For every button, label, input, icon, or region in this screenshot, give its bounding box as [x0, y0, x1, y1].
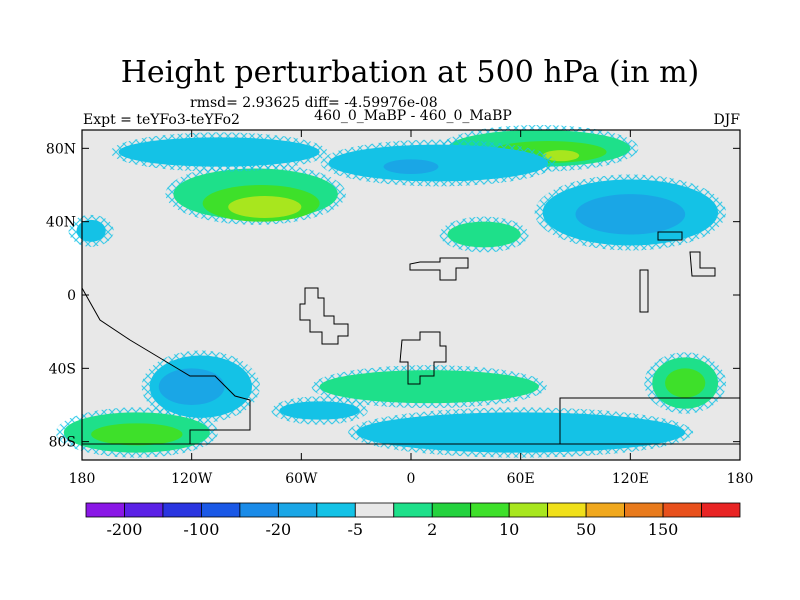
colorbar-box — [239, 502, 279, 518]
colorbar-box — [354, 502, 395, 518]
period-label: 460_0_MaBP - 460_0_MaBP — [314, 108, 512, 124]
y-tick-label: 40N — [46, 215, 76, 231]
stats-line: rmsd= 2.93625 diff= -4.59976e-08 — [190, 95, 438, 111]
contour-region — [91, 423, 183, 446]
colorbar-box — [393, 502, 433, 518]
colorbar-box — [547, 502, 587, 518]
contour-region — [328, 144, 549, 182]
colorbar-box — [585, 502, 625, 518]
chart-title: Height perturbation at 500 hPa (in m) — [121, 55, 699, 90]
x-tick-label: 60E — [507, 471, 535, 487]
y-axis: 80N 40N 0 40S 80S — [46, 141, 740, 451]
colorbar-box — [316, 502, 356, 518]
contour-region — [575, 194, 686, 235]
colorbar-box — [201, 502, 241, 518]
colorbar-label: -100 — [183, 520, 219, 539]
contour-region — [76, 219, 106, 242]
colorbar-box — [508, 502, 549, 518]
colorbar-label: -5 — [347, 520, 363, 539]
experiment-label: Expt = teYFo3-teYFo2 — [83, 112, 240, 128]
colorbar-label: -20 — [265, 520, 291, 539]
contour-region — [228, 196, 302, 218]
x-tick-label: 120W — [171, 471, 213, 487]
y-tick-label: 80N — [46, 141, 76, 157]
colorbar-box — [701, 502, 741, 518]
x-tick-label: 120E — [612, 471, 649, 487]
contour-fills — [55, 124, 727, 458]
colorbar-label: 50 — [576, 520, 596, 539]
season-label: DJF — [713, 112, 740, 128]
colorbar-label: 10 — [499, 520, 519, 539]
coastlines — [81, 231, 740, 445]
contour-region — [665, 368, 706, 398]
x-tick-label: 60W — [285, 471, 318, 487]
y-tick-label: 40S — [49, 361, 76, 377]
y-tick-label: 80S — [49, 435, 76, 451]
contour-region — [279, 401, 360, 420]
colorbar-label: 150 — [648, 520, 679, 539]
x-tick-label: 180 — [727, 471, 754, 487]
contour-region — [356, 412, 686, 453]
x-tick-label: 0 — [407, 471, 416, 487]
colorbar-box — [85, 502, 125, 518]
colorbar-box — [662, 502, 702, 518]
colorbar-box — [124, 502, 164, 518]
contour-region — [158, 368, 225, 405]
y-tick-label: 0 — [67, 288, 76, 304]
colorbar-box — [624, 502, 664, 518]
colorbar-box — [431, 502, 472, 518]
colorbar: -200 -100 -20 -5 2 10 50 150 — [85, 502, 741, 539]
colorbar-box — [162, 502, 202, 518]
x-tick-label: 180 — [69, 471, 96, 487]
colorbar-box — [470, 502, 510, 518]
contour-region — [118, 137, 320, 167]
contour-region — [447, 221, 521, 248]
contour-region — [319, 370, 539, 404]
contour-region — [383, 159, 439, 175]
x-axis: 180 120W 60W 0 60E 120E 180 — [69, 130, 754, 487]
colorbar-box — [277, 502, 318, 518]
colorbar-label: 2 — [427, 520, 437, 539]
colorbar-label: -200 — [106, 520, 142, 539]
